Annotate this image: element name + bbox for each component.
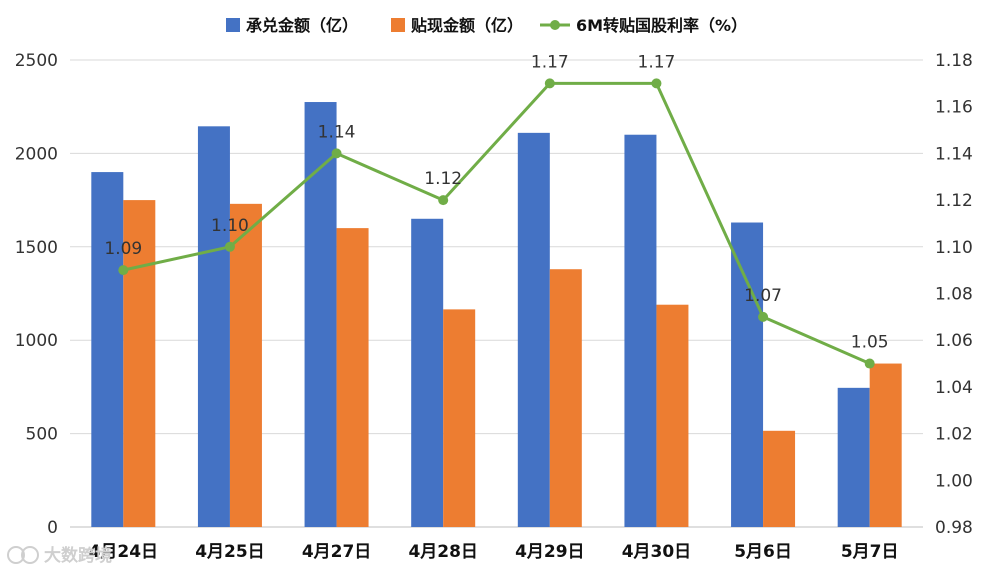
bars (91, 102, 902, 528)
watermark: 大数跨境 (7, 545, 112, 566)
bar-acceptance (837, 387, 870, 527)
bar-discount (229, 203, 262, 527)
y-right-tick-label: 1.12 (935, 191, 973, 211)
bar-discount (549, 269, 582, 527)
y-left-tick-label: 1000 (15, 331, 58, 351)
bar-discount (443, 309, 476, 527)
rate-line: 1.09 1.10 1.14 1.12 1.17 1.17 1.07 1.05 (104, 52, 889, 369)
x-tick-label: 5月7日 (841, 542, 899, 562)
rate-point (544, 78, 555, 89)
y-right-tick-label: 0.98 (935, 518, 973, 538)
y-right-tick-label: 1.16 (935, 98, 973, 118)
legend: 承兑金额（亿） 贴现金额（亿） 6M转贴国股利率（%） (226, 16, 747, 35)
watermark-logo-icon (7, 546, 25, 564)
bar-discount (656, 304, 689, 527)
rate-data-label: 1.05 (851, 333, 889, 353)
bar-acceptance (197, 126, 230, 528)
y-left-tick-label: 500 (26, 425, 58, 445)
bar-acceptance (624, 134, 657, 527)
rate-point (331, 148, 342, 159)
x-tick-label: 4月25日 (195, 542, 265, 562)
bar-discount (763, 430, 796, 527)
bar-acceptance (411, 218, 444, 527)
y-left-tick-label: 0 (47, 518, 58, 538)
y-right-tick-label: 1.06 (935, 331, 973, 351)
bar-discount (336, 228, 369, 527)
y-right-tick-label: 1.02 (935, 425, 973, 445)
rate-data-label: 1.17 (638, 52, 676, 72)
y-right-tick-label: 1.00 (935, 471, 973, 491)
rate-point (224, 241, 235, 252)
rate-point (758, 311, 769, 322)
y-right-tick-label: 1.18 (935, 51, 973, 71)
x-tick-label: 4月24日 (89, 542, 159, 562)
x-tick-label: 4月30日 (622, 542, 692, 562)
rate-data-label: 1.14 (318, 122, 356, 142)
legend-label: 承兑金额（亿） (246, 16, 358, 35)
rate-point (864, 358, 875, 369)
rate-data-label: 1.07 (744, 286, 782, 306)
legend-swatch (391, 18, 405, 32)
y-left-tick-label: 1500 (15, 238, 58, 258)
y-left-tick-label: 2000 (15, 144, 58, 164)
legend-swatch (226, 18, 240, 32)
bar-discount (869, 363, 902, 527)
y-right-tick-label: 1.14 (935, 144, 973, 164)
rate-point (118, 265, 129, 276)
bar-acceptance (731, 222, 764, 528)
rate-data-label: 1.17 (531, 52, 569, 72)
watermark-text: 大数跨境 (44, 545, 112, 566)
axes: 0 500 1000 1500 2000 2500 0.98 1.00 1.02 1.04 1.06… (15, 51, 973, 562)
rate-data-label: 1.12 (424, 169, 462, 189)
y-right-tick-label: 1.04 (935, 378, 973, 398)
bar-acceptance (517, 132, 550, 528)
rate-data-label: 1.09 (104, 239, 142, 259)
bar-acceptance (91, 172, 124, 527)
y-left-tick-label: 2500 (15, 51, 58, 71)
bar-acceptance (304, 102, 337, 527)
x-tick-label: 4月28日 (408, 542, 478, 562)
x-tick-label: 4月27日 (302, 542, 372, 562)
x-tick-label: 4月29日 (515, 542, 585, 562)
legend-marker (550, 20, 560, 30)
legend-label: 贴现金额（亿） (411, 16, 523, 35)
y-right-tick-label: 1.10 (935, 238, 973, 258)
rate-line-path (122, 81, 871, 365)
y-right-tick-label: 1.08 (935, 285, 973, 305)
x-tick-label: 5月6日 (734, 542, 792, 562)
bar-discount (123, 200, 156, 527)
rate-point (438, 195, 449, 206)
rate-data-label: 1.10 (211, 216, 249, 236)
watermark-logo-icon-2 (21, 546, 39, 564)
rate-point (651, 78, 662, 89)
legend-label: 6M转贴国股利率（%） (576, 16, 747, 35)
